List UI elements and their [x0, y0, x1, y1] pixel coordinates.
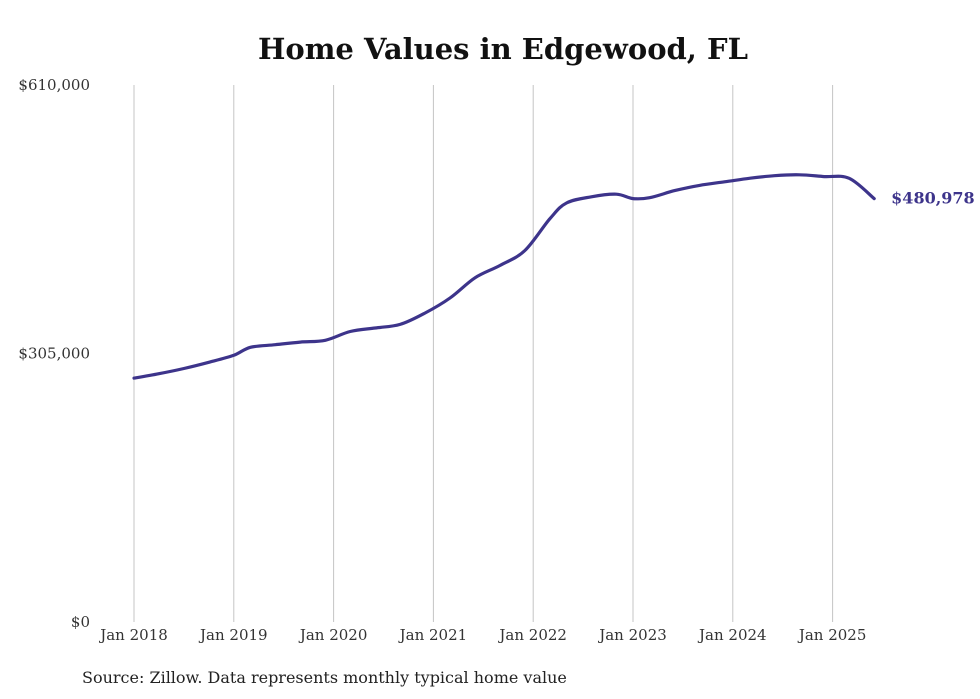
- y-tick-label: $0: [71, 613, 90, 631]
- series-line-home-value: [132, 173, 876, 380]
- chart-title: Home Values in Edgewood, FL: [258, 32, 748, 66]
- x-tick-label: Jan 2022: [497, 626, 567, 644]
- x-tick-label: Jan 2024: [697, 626, 767, 644]
- end-value-label: $480,978: [891, 189, 975, 208]
- gridlines: [133, 85, 834, 622]
- source-note: Source: Zillow. Data represents monthly …: [82, 668, 567, 687]
- x-tick-label: Jan 2019: [198, 626, 268, 644]
- x-tick-label: Jan 2021: [398, 626, 468, 644]
- x-tick-label: Jan 2020: [298, 626, 368, 644]
- y-tick-label: $305,000: [18, 345, 90, 363]
- x-axis-ticks: Jan 2018 Jan 2019 Jan 2020 Jan 2021 Jan 2022…: [98, 626, 866, 644]
- y-axis-ticks: $0 $305,000 $610,000: [18, 76, 90, 631]
- x-tick-label: Jan 2018: [98, 626, 168, 644]
- x-tick-label: Jan 2023: [597, 626, 667, 644]
- y-tick-label: $610,000: [18, 76, 90, 94]
- x-tick-label: Jan 2025: [797, 626, 867, 644]
